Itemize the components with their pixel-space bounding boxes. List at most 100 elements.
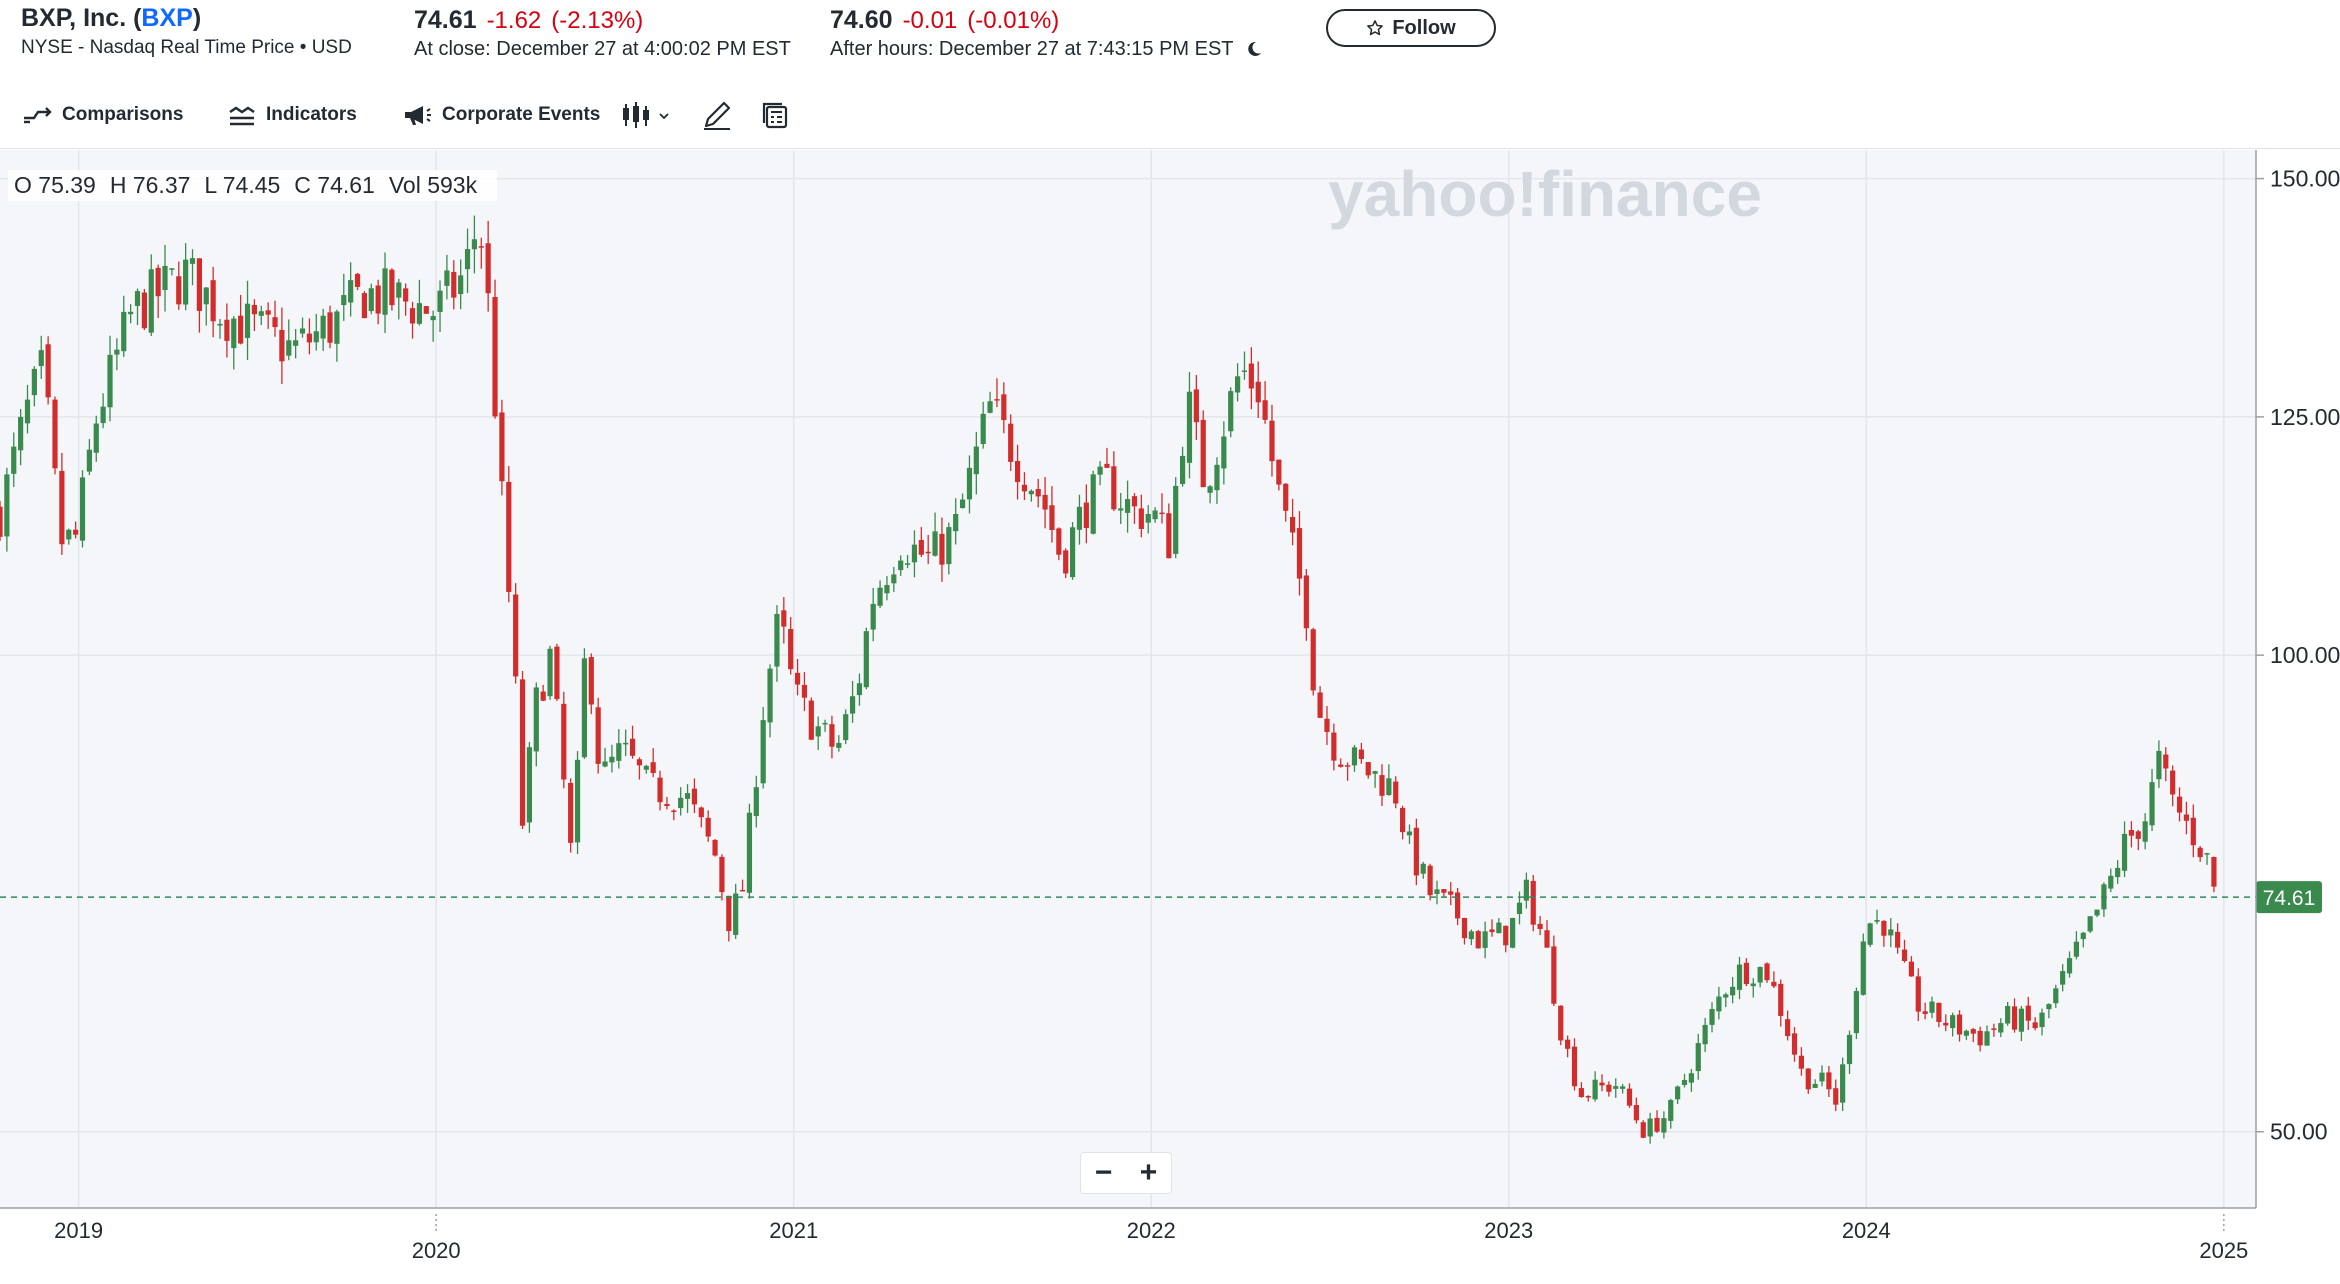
candle-body [169, 268, 175, 270]
candle-body [176, 276, 182, 305]
candle-body [540, 691, 546, 701]
ticker-link[interactable]: BXP [141, 4, 193, 32]
candle-body [1475, 931, 1481, 949]
candle-body [1640, 1122, 1646, 1138]
candle-body [1056, 528, 1062, 555]
comparisons-button[interactable]: Comparisons [22, 95, 183, 135]
follow-button[interactable]: Follow [1326, 9, 1496, 47]
candle-body [2046, 1004, 2052, 1010]
x-tick-label: 2020 [412, 1238, 461, 1263]
candle-body [416, 303, 423, 324]
candle-body [987, 401, 993, 413]
candlestick-icon [623, 102, 669, 128]
candle-body [856, 683, 863, 696]
after-hours-price-block: 74.60 -0.01 (-0.01%) [830, 6, 1059, 35]
candle-body [2073, 941, 2080, 957]
candle-body [746, 812, 753, 893]
indicators-button[interactable]: Indicators [228, 95, 357, 135]
candle-body [1138, 508, 1144, 529]
candle-body [2011, 1006, 2018, 1030]
plot-area[interactable] [0, 150, 2256, 1208]
candle-body [2176, 796, 2183, 813]
candle-body [1736, 964, 1743, 990]
candle-body [1063, 550, 1069, 574]
candle-body [973, 446, 979, 475]
candle-body [334, 311, 340, 344]
candle-body [2121, 833, 2128, 871]
candle-body [657, 777, 663, 803]
candle-body [595, 707, 601, 764]
candle-body [451, 271, 457, 298]
price-tag [2256, 881, 2322, 914]
candle-body [437, 290, 443, 312]
moon-icon [1247, 41, 1261, 56]
chart-type-button[interactable] [622, 95, 676, 135]
candle-body [128, 311, 134, 315]
candle-body [1888, 929, 1894, 936]
candle-body [189, 258, 196, 264]
candle-body [898, 560, 904, 571]
candle-body [788, 628, 794, 670]
candle-body [1276, 459, 1282, 485]
candle-body [1970, 1029, 1976, 1034]
candle-body [1269, 420, 1275, 462]
candle-body [1929, 1001, 1935, 1013]
candle-body [1963, 1030, 1970, 1036]
candle-body [100, 406, 106, 424]
candle-body [1111, 466, 1117, 510]
candle-body [664, 803, 670, 807]
candle-body [244, 303, 251, 338]
candle-body [86, 449, 92, 472]
candle-body [2142, 821, 2148, 842]
candle-body [320, 315, 326, 339]
zoom-out-button[interactable]: − [1094, 1156, 1113, 1189]
candle-body [712, 839, 718, 856]
candle-body [1578, 1088, 1584, 1098]
x-tick-label: 2021 [769, 1218, 818, 1243]
pencil-icon [704, 101, 731, 130]
candle-body [423, 306, 429, 314]
candle-body [2066, 958, 2073, 974]
quote-header: BXP, Inc. (BXP) NYSE - Nasdaq Real Time … [0, 0, 2340, 140]
candle-body [953, 513, 959, 532]
zoom-in-button[interactable]: + [1139, 1156, 1158, 1189]
zoom-controls: − + [1080, 1152, 1172, 1194]
candle-body [361, 293, 368, 319]
corporate-events-button[interactable]: Corporate Events [402, 95, 600, 135]
candle-body [155, 267, 161, 297]
candle-body [1592, 1079, 1598, 1100]
candle-body [2094, 909, 2100, 916]
draw-button[interactable] [700, 95, 734, 135]
candle-body [939, 533, 945, 565]
candle-body [327, 312, 333, 343]
candle-body [602, 761, 608, 767]
candle-body [1166, 513, 1172, 559]
candle-body [1544, 930, 1550, 948]
candle-body [1709, 1009, 1715, 1025]
candle-body [1372, 771, 1378, 774]
settings-button[interactable] [760, 95, 790, 135]
candle-body [1778, 983, 1784, 1016]
candle-body [877, 587, 883, 606]
candle-body [588, 657, 594, 705]
candle-body [1200, 419, 1206, 488]
candle-body [375, 285, 381, 314]
candle-body [1654, 1117, 1660, 1132]
chart-toolbar: Comparisons Indicators Corporate Events [0, 95, 900, 135]
candle-body [354, 273, 361, 287]
candle-body [918, 540, 924, 555]
price-chart[interactable]: yahoo!finance 74.61 150.00 125.00 100.00 50… [0, 148, 2340, 1284]
candle-body [1943, 1022, 1949, 1026]
candle-body [526, 747, 533, 823]
candle-body [1221, 436, 1227, 469]
candle-body [1606, 1084, 1612, 1092]
candle-body [2018, 1008, 2025, 1032]
candle-body [1716, 996, 1722, 1012]
candle-body [2032, 1022, 2038, 1029]
candle-body [1317, 692, 1323, 718]
candle-body [2183, 814, 2190, 821]
candle-body [753, 787, 759, 817]
candle-body [2005, 1005, 2011, 1024]
candle-body [2197, 847, 2203, 858]
candle-body [581, 658, 588, 758]
